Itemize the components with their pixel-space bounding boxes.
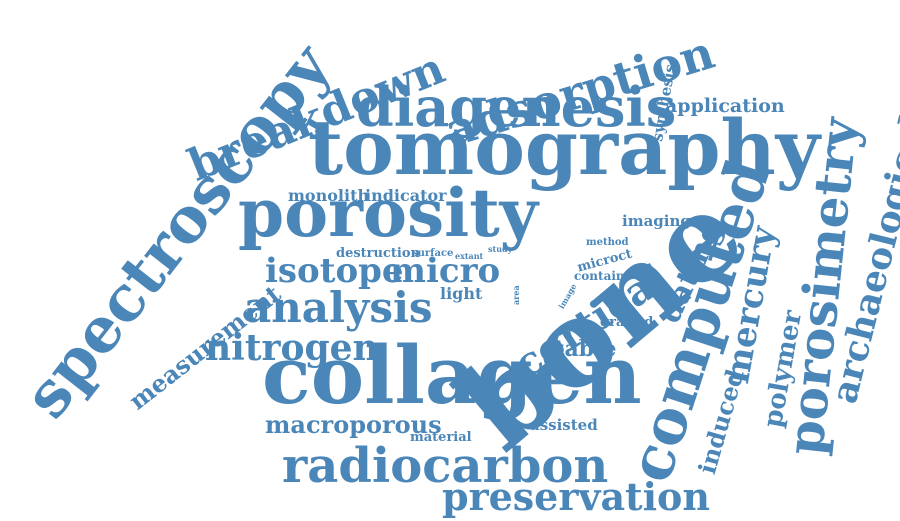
word-stable: stable	[542, 336, 617, 362]
word-tomography: tomography	[308, 103, 820, 192]
word-analysis: analysis	[244, 283, 433, 332]
word-study: study	[488, 244, 513, 254]
word-diagenesis: diagenesis	[356, 75, 677, 139]
word-area: area	[511, 285, 521, 305]
word-extant: extant	[455, 251, 484, 261]
word-assisted: assisted	[530, 416, 598, 434]
word-porosity: porosity	[238, 174, 539, 252]
word-monolith: monolith	[288, 186, 370, 205]
word-preservation: preservation	[442, 474, 711, 519]
word-destruction: destruction	[336, 246, 420, 261]
word-grafted: grafted	[600, 315, 654, 330]
word-radiocarbon: radiocarbon	[282, 438, 609, 494]
word-indicator: indicator	[365, 186, 447, 205]
word-collagen: collagen	[262, 328, 642, 422]
word-nitrogen: nitrogen	[205, 327, 379, 369]
word-material: material	[410, 430, 472, 445]
word-imaging: imaging	[622, 212, 691, 230]
word-contain: contain	[574, 269, 625, 283]
word-surface: surface	[412, 248, 454, 259]
word-light: light	[440, 284, 483, 303]
word-micro: micro	[390, 251, 501, 291]
word-macroporous: macroporous	[265, 410, 442, 439]
word-isotope: isotope	[265, 251, 404, 291]
word-method: method	[586, 237, 629, 248]
word-application: application	[665, 95, 785, 117]
